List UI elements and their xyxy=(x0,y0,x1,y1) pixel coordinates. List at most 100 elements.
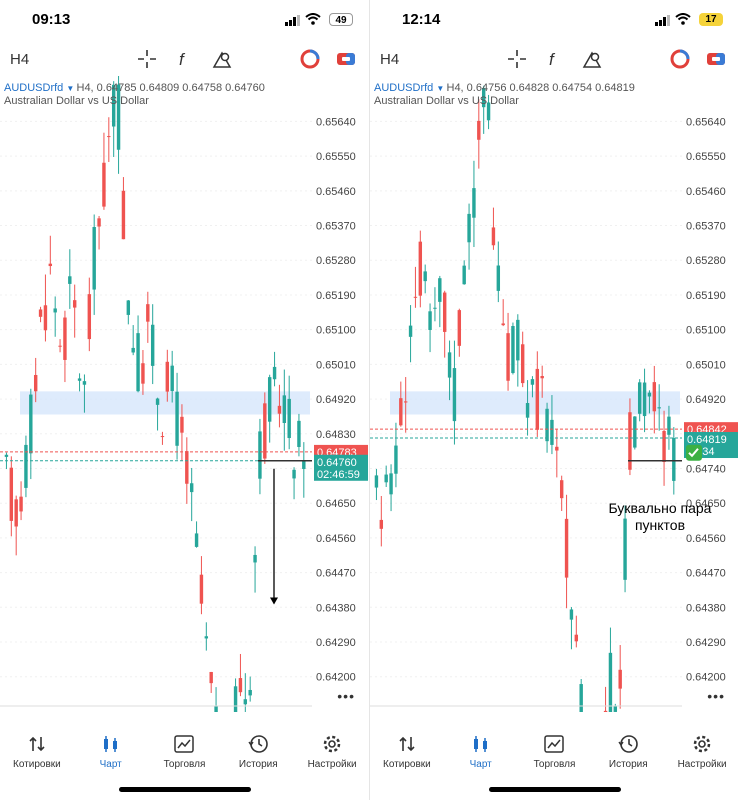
candle-body xyxy=(72,300,77,308)
trade-icon[interactable] xyxy=(335,48,357,70)
candle-body xyxy=(48,263,53,267)
indicators-icon[interactable]: f xyxy=(173,48,195,70)
candle-body xyxy=(116,84,121,150)
objects-icon[interactable] xyxy=(581,48,603,70)
dropdown-icon[interactable]: ▼ xyxy=(66,84,77,93)
timeframe-button[interactable]: H4 xyxy=(380,51,400,68)
symbol-name[interactable]: AUDUSDrfd xyxy=(374,82,434,94)
price-axis-label: 0.64920 xyxy=(686,394,726,406)
price-axis-label: 0.64830 xyxy=(316,429,356,441)
more-icon[interactable]: ••• xyxy=(337,688,355,704)
price-axis-label: 0.65010 xyxy=(316,359,356,371)
candlestick-chart[interactable]: 0.65640 0.65550 0.65460 0.65370 0.65280 0.651… xyxy=(370,76,739,712)
chart-toolbar: H4 f xyxy=(0,44,369,74)
candle-body xyxy=(209,671,213,684)
dropdown-icon[interactable]: ▼ xyxy=(436,84,447,93)
candlestick-chart[interactable]: 0.65640 0.65550 0.65460 0.65370 0.65280 0.651… xyxy=(0,76,369,712)
trade-icon[interactable] xyxy=(705,48,727,70)
crosshair-icon[interactable] xyxy=(506,48,528,70)
candle-body xyxy=(408,325,413,337)
candle-body xyxy=(447,352,452,378)
tab-label: Настройки xyxy=(307,759,357,770)
candle-body xyxy=(292,469,296,479)
phone-right: 12:14 17 H4 f 0.65640 xyxy=(370,0,739,800)
wifi-icon xyxy=(305,13,321,25)
tab-settings[interactable]: Настройки xyxy=(295,728,369,778)
candle-body xyxy=(535,368,540,430)
candle-body xyxy=(652,382,657,412)
candle-body xyxy=(68,276,72,284)
candle-body xyxy=(204,636,209,639)
one-click-trading-icon[interactable] xyxy=(669,48,691,70)
candle-body xyxy=(24,444,28,488)
candle-body xyxy=(633,416,637,448)
price-axis-label: 0.64470 xyxy=(686,568,726,580)
check-mark xyxy=(688,448,699,458)
candle-body xyxy=(569,609,574,620)
tab-chart[interactable]: Чарт xyxy=(74,728,148,778)
candle-body xyxy=(160,436,165,438)
tab-history[interactable]: История xyxy=(221,728,295,778)
tab-settings[interactable]: Настройки xyxy=(665,728,739,778)
price-axis-label: 0.64380 xyxy=(316,602,356,614)
gear-icon xyxy=(323,735,341,753)
ohlc-values: H4, 0.64756 0.64828 0.64754 0.64819 xyxy=(446,82,635,94)
candle-body xyxy=(136,333,140,392)
tab-label: Чарт xyxy=(469,759,492,770)
candle-body xyxy=(272,366,277,380)
candle-body xyxy=(642,382,647,417)
arrow-head-icon xyxy=(270,597,278,605)
bottom-tab-bar: Котировки Чарт Торговля История Настройк… xyxy=(0,728,369,778)
price-chart[interactable]: 0.65640 0.65550 0.65460 0.65370 0.65280 0.651… xyxy=(370,76,739,712)
candle-body xyxy=(403,401,408,403)
indicators-icon[interactable]: f xyxy=(543,48,565,70)
phone-left: 09:13 49 H4 f 0.65640 xyxy=(0,0,369,800)
trade-chart-icon xyxy=(174,735,195,753)
ohlc-values: H4, 0.64785 0.64809 0.64758 0.64760 xyxy=(76,82,265,94)
crosshair-icon[interactable] xyxy=(136,48,158,70)
history-icon xyxy=(618,735,639,753)
divider xyxy=(369,0,370,800)
battery-indicator: 49 xyxy=(329,13,353,26)
svg-text:f: f xyxy=(549,50,556,69)
candle-body xyxy=(175,391,179,446)
candle-body xyxy=(150,324,155,366)
candle-body xyxy=(452,368,457,422)
symbol-description: Australian Dollar vs US Dollar xyxy=(4,95,149,107)
tab-quotes[interactable]: Котировки xyxy=(0,728,74,778)
candle-body xyxy=(194,533,199,547)
candle-body xyxy=(486,102,491,121)
candle-body xyxy=(530,379,535,385)
battery-indicator: 17 xyxy=(699,13,723,26)
candle-body xyxy=(102,162,106,207)
tab-quotes[interactable]: Котировки xyxy=(370,728,444,778)
price-axis-label: 0.64650 xyxy=(316,498,356,510)
tab-chart[interactable]: Чарт xyxy=(444,728,518,778)
one-click-trading-icon[interactable] xyxy=(299,48,321,70)
signal-icon xyxy=(285,15,300,26)
tab-history[interactable]: История xyxy=(591,728,665,778)
objects-icon[interactable] xyxy=(211,48,233,70)
history-icon xyxy=(248,735,269,753)
tab-label: Чарт xyxy=(99,759,122,770)
price-chart[interactable]: 0.65640 0.65550 0.65460 0.65370 0.65280 0.651… xyxy=(0,76,369,712)
bottom-tab-bar: Котировки Чарт Торговля История Настройк… xyxy=(370,728,739,778)
candle-body xyxy=(379,519,384,529)
timeframe-button[interactable]: H4 xyxy=(10,51,30,68)
candle-body xyxy=(199,574,204,604)
annotation-text: Буквально пара пунктов xyxy=(608,500,712,533)
candle-body xyxy=(63,317,67,360)
price-axis-label: 0.65640 xyxy=(686,116,726,128)
symbol-description: Australian Dollar vs US Dollar xyxy=(374,95,519,107)
candle-body xyxy=(477,120,481,140)
more-icon[interactable]: ••• xyxy=(707,688,725,704)
trade-chart-icon xyxy=(544,735,565,753)
status-bar: 09:13 49 xyxy=(0,0,369,40)
candle-body xyxy=(77,378,82,381)
symbol-name[interactable]: AUDUSDrfd xyxy=(4,82,64,94)
candle-body xyxy=(491,227,496,246)
price-axis-label: 0.64560 xyxy=(686,533,726,545)
tab-trade[interactable]: Торговля xyxy=(148,728,222,778)
candle-body xyxy=(287,398,291,439)
tab-trade[interactable]: Торговля xyxy=(518,728,592,778)
